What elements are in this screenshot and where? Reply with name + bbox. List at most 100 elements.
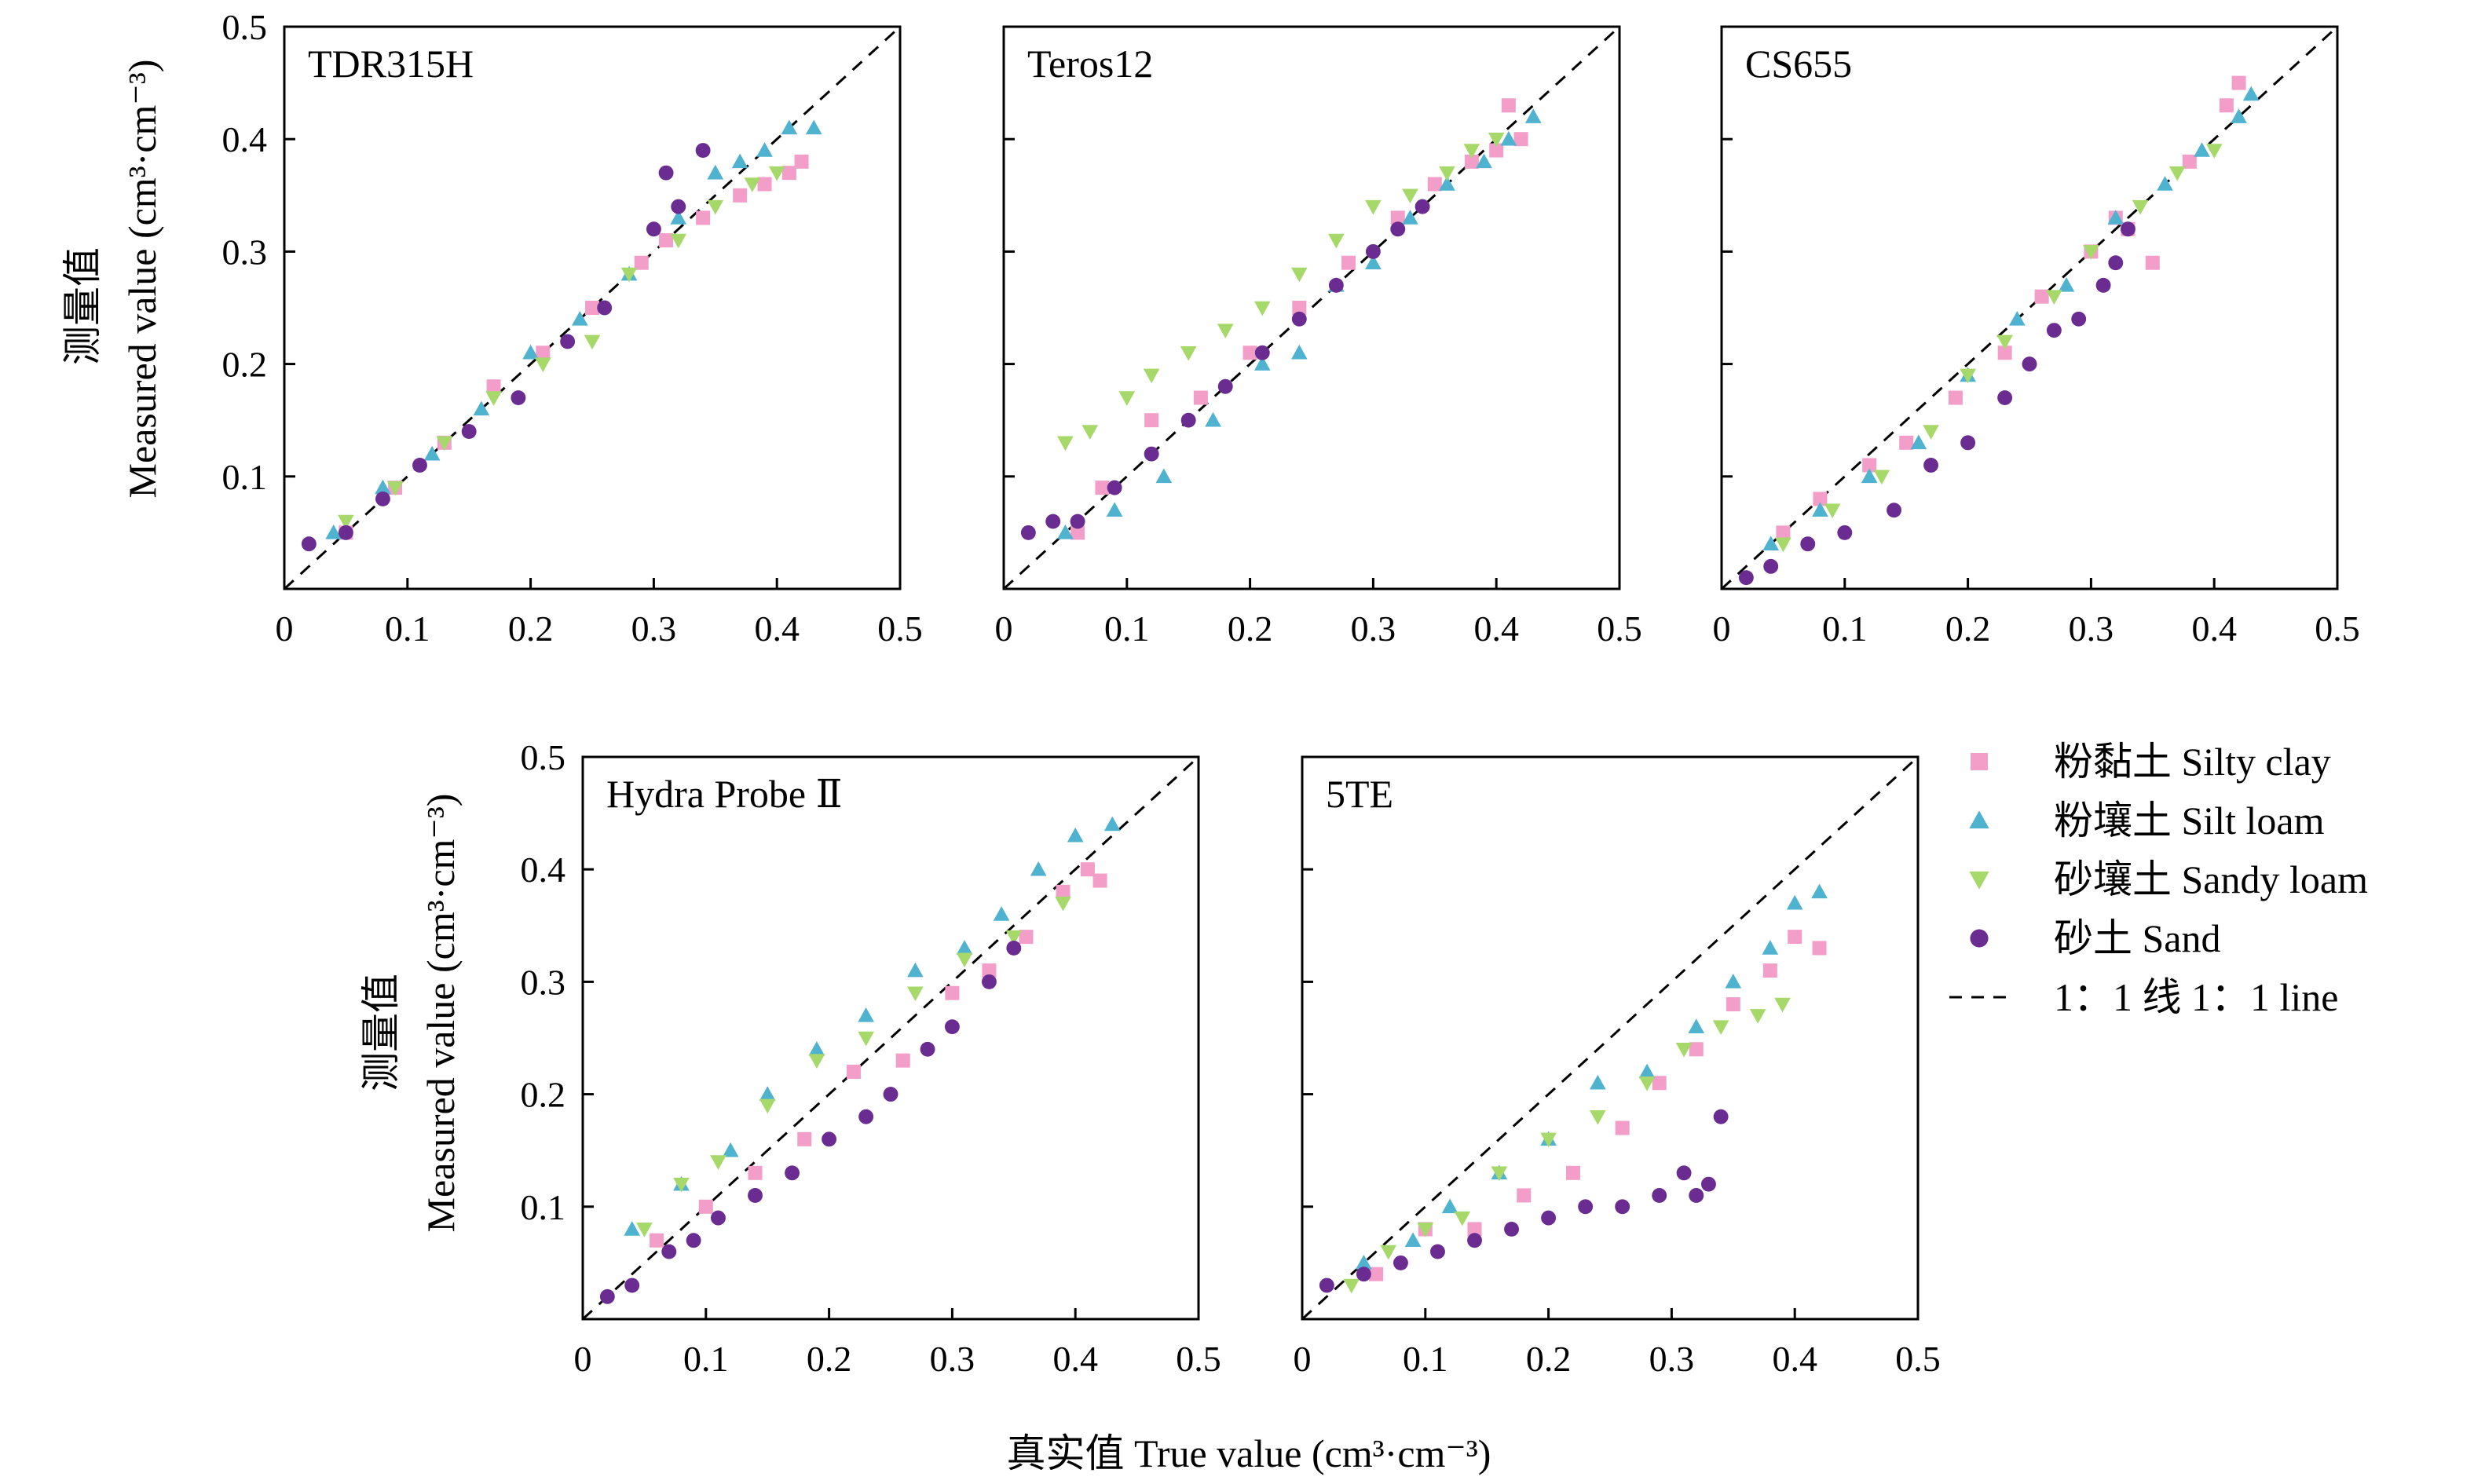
data-point (1081, 425, 1099, 440)
data-point (2083, 245, 2099, 260)
data-point (2219, 98, 2234, 113)
data-point (1589, 1109, 1606, 1125)
data-point (2157, 176, 2173, 191)
scatter-panel: 0 0.1 0.2 0.3 0.4 0.5 CS655 (1713, 25, 2360, 649)
y-axis-title-en-top: Measured value (cm³·cm⁻³) (120, 60, 164, 499)
x-tick-label: 0 (1713, 609, 1731, 649)
data-point (733, 188, 748, 203)
data-point (2168, 166, 2186, 181)
data-point (1020, 525, 1036, 540)
data-point (301, 536, 317, 552)
data-point (711, 1210, 726, 1226)
data-point (1476, 153, 1492, 169)
x-tick-label: 0 (1294, 1339, 1312, 1379)
data-point (1923, 425, 1939, 440)
data-point (585, 301, 599, 315)
legend-item: 砂土 Sand (1970, 916, 2221, 960)
data-point (907, 986, 924, 1002)
data-point (1070, 525, 1085, 540)
data-point (1689, 1188, 1704, 1203)
data-point (1253, 301, 1271, 316)
data-point (636, 1223, 653, 1237)
data-point (907, 962, 924, 978)
data-point (698, 1199, 713, 1214)
data-point (1369, 1267, 1384, 1281)
data-point (696, 210, 711, 225)
x-tick-label: 0.5 (1176, 1339, 1221, 1379)
data-point (1464, 154, 1479, 169)
data-point (1205, 411, 1221, 427)
data-point (1812, 941, 1827, 956)
x-tick-label: 0.5 (1895, 1339, 1941, 1379)
data-point (325, 525, 342, 539)
legend: 粉黏土 Silty clay 粉壤土 Silt loam 砂壤土 Sandy loa… (1949, 740, 2368, 1019)
data-point (1290, 344, 1308, 360)
data-point (2034, 289, 2049, 304)
data-point (597, 300, 613, 316)
data-point (822, 1131, 837, 1147)
x-tick-label: 0 (574, 1339, 592, 1379)
data-point (624, 1221, 641, 1236)
one-to-one-line (581, 755, 1200, 1321)
data-point (808, 1040, 825, 1056)
data-point (956, 940, 973, 955)
y-tick-label: 0.1 (222, 457, 268, 497)
data-point (375, 479, 391, 495)
data-point (1056, 884, 1070, 899)
data-point (599, 1288, 615, 1304)
data-point (1960, 435, 1976, 451)
data-point (1689, 1042, 1704, 1057)
data-point (1524, 108, 1542, 123)
data-point (1578, 1199, 1594, 1215)
data-point (1242, 345, 1257, 360)
x-tick-label: 0.3 (1649, 1339, 1695, 1379)
x-tick-label: 0.1 (1822, 609, 1868, 649)
x-tick-label: 0.1 (1403, 1339, 1448, 1379)
data-point (805, 119, 822, 135)
legend-item: 粉壤土 Silt loam (1969, 799, 2325, 843)
data-point (620, 267, 638, 283)
x-tick-label: 0.1 (683, 1339, 729, 1379)
data-point (1589, 1074, 1606, 1090)
y-axis-title-zh-bottom: 测量值 (359, 974, 403, 1091)
legend-label: 粉黏土 Silty clay (2054, 740, 2331, 784)
data-point (1762, 963, 1777, 978)
panel-title: Hydra Probe Ⅱ (606, 772, 843, 816)
legend-label: 砂壤土 Sandy loam (2054, 857, 2368, 901)
data-point (1540, 1132, 1557, 1148)
data-point (1726, 997, 1740, 1012)
data-point (1070, 514, 1085, 529)
data-point (1439, 176, 1455, 191)
data-point (1006, 940, 1022, 956)
panel-title: TDR315H (308, 42, 474, 86)
y-tick-label: 0.2 (521, 1075, 566, 1115)
data-point (1652, 1076, 1667, 1091)
data-point (423, 445, 441, 461)
data-point (1504, 1221, 1520, 1237)
data-point (1380, 1245, 1397, 1260)
data-point (1030, 861, 1047, 876)
data-point (1786, 894, 1803, 910)
legend-marker (1970, 929, 1989, 948)
data-point (1390, 221, 1406, 237)
data-point (707, 164, 724, 180)
data-point (473, 400, 490, 416)
data-point (1365, 243, 1381, 259)
x-tick-label: 0 (995, 609, 1013, 649)
data-point (1923, 458, 1939, 473)
data-point (722, 1142, 739, 1157)
data-point (1180, 346, 1197, 361)
data-point (522, 344, 539, 360)
data-point (748, 1165, 763, 1180)
data-point (808, 1054, 825, 1069)
data-point (781, 166, 796, 181)
data-point (670, 233, 687, 249)
data-point (695, 143, 711, 158)
data-point (1144, 413, 1159, 428)
data-point (748, 1188, 763, 1203)
data-point (486, 379, 501, 394)
panel-title: 5TE (1326, 772, 1393, 816)
data-point (1439, 166, 1455, 181)
data-point (1489, 143, 1504, 158)
data-point (624, 1277, 640, 1293)
